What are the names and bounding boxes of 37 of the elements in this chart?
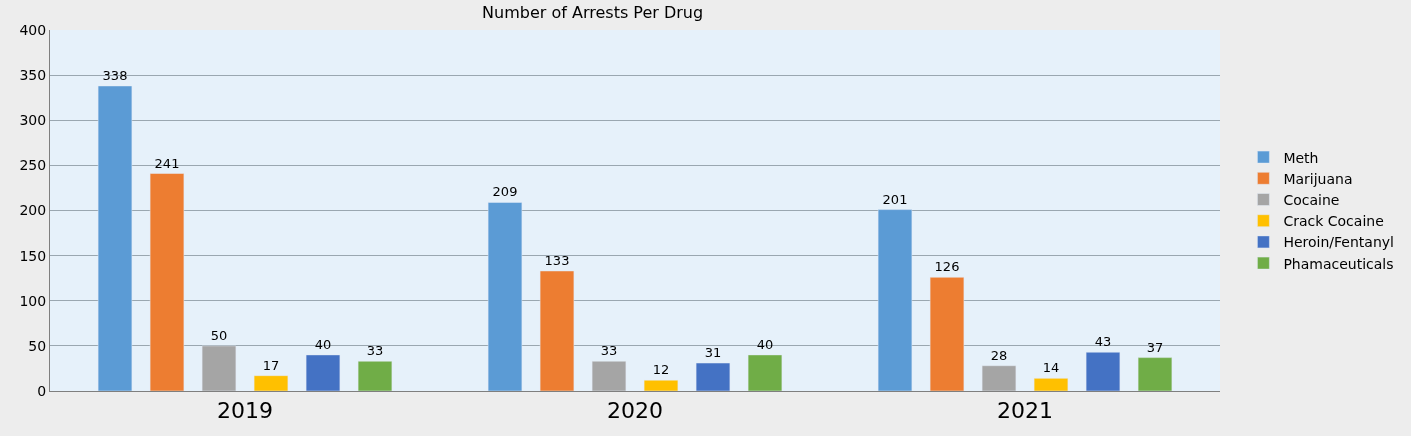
- data-label: 43: [1094, 334, 1112, 350]
- data-label: 33: [600, 343, 618, 359]
- data-label: 28: [990, 347, 1008, 363]
- data-label: 50: [210, 327, 228, 343]
- y-tick-label: 400: [19, 21, 47, 38]
- data-label: 40: [314, 336, 332, 352]
- data-label: 209: [492, 184, 518, 200]
- data-label: 241: [154, 155, 180, 171]
- legend-label: Heroin/Fentanyl: [1283, 234, 1394, 251]
- data-label: 12: [652, 362, 670, 378]
- data-label: 201: [882, 191, 908, 207]
- data-label: 33: [366, 343, 384, 359]
- data-label: 126: [934, 259, 960, 275]
- data-label: 37: [1146, 339, 1164, 355]
- legend-label: Crack Cocaine: [1283, 213, 1384, 230]
- chart-title: Number of Arrests Per Drug: [482, 2, 704, 22]
- legend-label: Cocaine: [1283, 191, 1340, 208]
- data-label: 133: [544, 252, 570, 268]
- y-tick-label: 100: [19, 292, 47, 309]
- legend-label: Phamaceuticals: [1283, 255, 1394, 272]
- x-tick-label: 2019: [217, 398, 273, 424]
- x-tick-label: 2021: [997, 398, 1053, 424]
- y-tick-label: 150: [19, 247, 47, 264]
- x-tick-label: 2020: [607, 398, 663, 424]
- y-tick-label: 300: [19, 112, 47, 129]
- data-label: 14: [1042, 360, 1060, 376]
- y-tick-label: 200: [19, 202, 47, 219]
- y-tick-label: 50: [28, 337, 47, 354]
- y-tick-label: 250: [19, 157, 47, 174]
- legend-label: Marijuana: [1283, 170, 1353, 187]
- data-label: 338: [102, 67, 128, 83]
- data-label: 40: [756, 336, 774, 352]
- y-tick-label: 350: [19, 67, 47, 84]
- y-tick-label: 0: [37, 382, 47, 399]
- data-label: 17: [262, 357, 280, 373]
- legend-label: Meth: [1283, 149, 1319, 166]
- data-label: 31: [704, 345, 722, 361]
